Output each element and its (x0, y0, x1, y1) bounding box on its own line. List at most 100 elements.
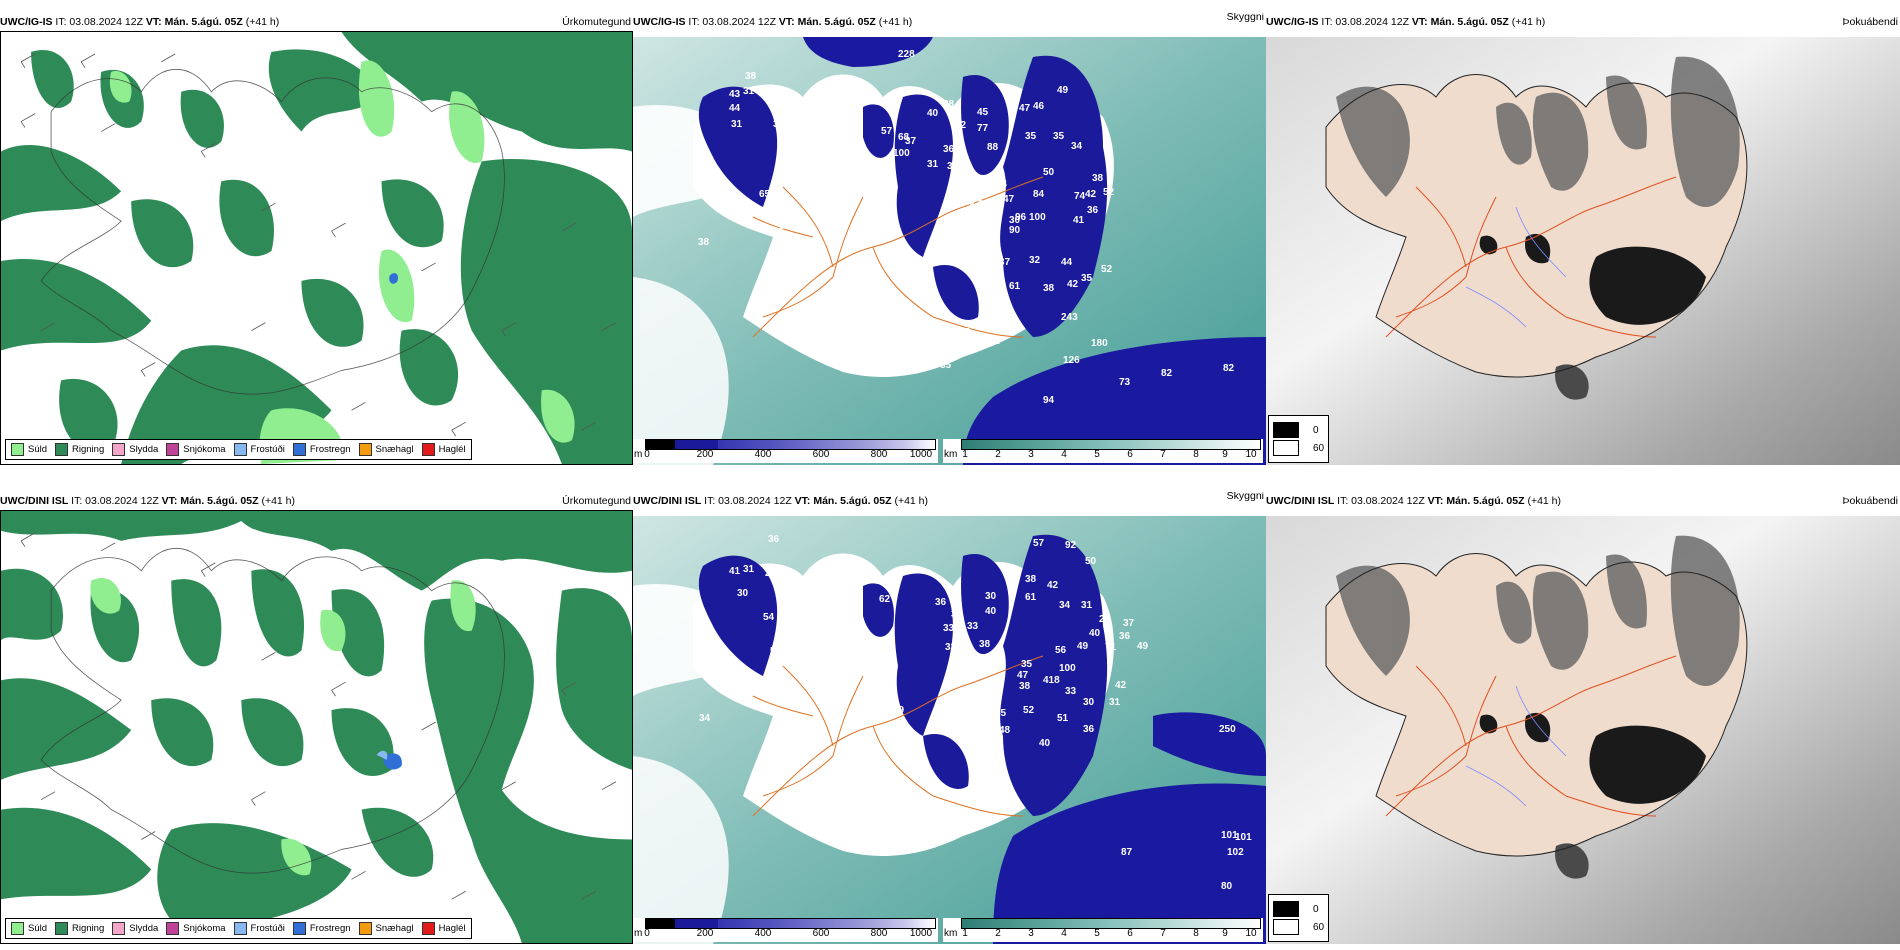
model-name: UWC/IG-IS (633, 16, 686, 28)
vis-label: 28 (1099, 614, 1111, 625)
fog-legend-item: 0 (1273, 901, 1324, 917)
legend-item-rigning: Rigning (55, 922, 104, 935)
visibility-tick: 8 (1193, 928, 1199, 939)
vis-label: 180 (1091, 338, 1108, 349)
vis-label: 30 (985, 591, 997, 602)
cloud-map[interactable]: 36 41 31 25 30 33 54 44 49 52 62 36 36 3… (633, 516, 1266, 944)
fog-legend-item: 60 (1273, 919, 1324, 935)
visibility-tick: 10 (1245, 449, 1257, 460)
vis-label: 50 (1043, 167, 1055, 178)
vis-label: 33 (801, 591, 813, 602)
fog-map[interactable]: 0 60 (1266, 37, 1900, 465)
vis-label: 78 (861, 239, 873, 250)
vis-label: 32 (978, 199, 990, 210)
ceiling-tick: 400 (754, 449, 772, 460)
vis-label: 47 (1003, 194, 1015, 205)
legend-item-slydda: Slydda (112, 443, 158, 456)
vis-label: 38 (1019, 681, 1031, 692)
visibility-tick: 1 (962, 449, 968, 460)
vis-label: 48 (775, 166, 787, 177)
vis-label: 126 (1063, 355, 1080, 366)
precip-map[interactable]: Súld Rigning Slydda Snjókoma Frostúði Fr… (0, 510, 633, 944)
init-time: IT: 03.08.2024 12Z (688, 16, 776, 28)
ceiling-scale: m 0 200 400 600 800 1000 (633, 918, 938, 942)
ceiling-tick: 800 (870, 449, 888, 460)
cloud-map[interactable]: 38 43 31 25 44 31 32 228 57 68 100 37 40… (633, 37, 1266, 465)
ceiling-tick: 200 (696, 449, 714, 460)
vis-label: 46 (963, 197, 975, 208)
visibility-tick: 5 (1094, 449, 1100, 460)
vis-label: 51 (1057, 713, 1069, 724)
vis-label: 38 (1043, 283, 1055, 294)
vis-label: 36 (768, 534, 780, 545)
vis-label: 33 (967, 621, 979, 632)
vis-label: 37 (989, 216, 1001, 227)
vis-label: 42 (905, 823, 917, 834)
vis-label: 52 (1101, 264, 1113, 275)
vis-label: 62 (879, 594, 891, 605)
field-label: Úrkomutegund (562, 16, 631, 28)
valid-time: Mán. 5.ágú. 05Z (797, 16, 876, 28)
fog-legend-item: 60 (1273, 440, 1324, 456)
fog-legend: 0 60 (1268, 894, 1330, 942)
vis-label: 35 (1025, 131, 1037, 142)
legend-item-frostregn: Frostregn (292, 922, 351, 935)
vis-label: 55 (995, 708, 1007, 719)
vis-label: 41 (729, 566, 741, 577)
vis-label: 96 (1015, 212, 1027, 223)
vis-label: 29 (929, 830, 941, 841)
fog-map[interactable]: 0 60 (1266, 516, 1900, 944)
panel-header: UWC/DINI ISL IT: 03.08.2024 12Z VT: Mán.… (1266, 492, 1900, 510)
vis-label: 36 (1087, 205, 1099, 216)
vis-label: 36 (935, 597, 947, 608)
vis-label: 53 (983, 247, 995, 258)
vis-label: 84 (1033, 189, 1045, 200)
panel-header: UWC/IG-IS IT: 03.08.2024 12Z VT: Mán. 5.… (1266, 13, 1900, 31)
valid-label: VT: (145, 16, 162, 28)
precip-legend: Súld Rigning Slydda Snjókoma Frostúði Fr… (5, 918, 472, 939)
vis-label: 38 (963, 172, 975, 183)
ceiling-tick: 1000 (909, 449, 933, 460)
vis-label: 61 (1009, 281, 1021, 292)
vis-label: 54 (775, 179, 787, 190)
vis-label: 101 (1221, 830, 1238, 841)
legend-item-frostudi: Frostúði (233, 922, 285, 935)
vis-label: 36 (951, 609, 963, 620)
visibility-unit: km (944, 449, 958, 460)
vis-label: 90 (1009, 225, 1021, 236)
visibility-scale: km 1 2 3 4 5 6 7 8 9 10 (943, 918, 1263, 942)
vis-label: 43 (729, 89, 741, 100)
init-time: IT: 03.08.2024 12Z (704, 495, 792, 507)
field-label: Skyggni (1226, 492, 1264, 502)
precip-map[interactable]: Súld Rigning Slydda Snjókoma Frostúði Fr… (0, 31, 633, 465)
vis-label: 37 (905, 136, 917, 147)
legend-item-frostudi: Frostúði (233, 443, 285, 456)
vis-label: 43 (905, 840, 917, 851)
vis-label: 82 (1161, 368, 1173, 379)
vis-label: 38 (745, 71, 757, 82)
vis-label: 36 (943, 144, 955, 155)
vis-label: 49 (1077, 641, 1089, 652)
precip-panel-bottom: UWC/DINI ISL IT: 03.08.2024 12Z VT: Mán.… (0, 492, 633, 944)
vis-label: 49 (1137, 641, 1149, 652)
vis-label: 35 (940, 360, 952, 371)
vis-label: 42 (1085, 189, 1097, 200)
vis-label: 100 (1059, 663, 1076, 674)
ceiling-tick: 200 (696, 928, 714, 939)
vis-label: 49 (1057, 85, 1069, 96)
vis-label: 40 (1089, 628, 1101, 639)
init-time: IT: 03.08.2024 12Z (55, 16, 143, 28)
panel-header: UWC/IG-IS IT: 03.08.2024 12Z VT: Mán. 5.… (633, 13, 1266, 31)
ceiling-tick: 400 (754, 928, 772, 939)
vis-label: 100 (1029, 212, 1046, 223)
vis-label: 243 (1061, 312, 1078, 323)
ceiling-unit: m (634, 449, 643, 460)
vis-label: 57 (1033, 538, 1045, 549)
vis-label: 40 (927, 108, 939, 119)
vis-label: 37 (999, 257, 1011, 268)
vis-label: 48 (999, 725, 1011, 736)
visibility-labels: 38 43 31 25 44 31 32 228 57 68 100 37 40… (698, 49, 1235, 406)
legend-item-rigning: Rigning (55, 443, 104, 456)
vis-label: 72 (911, 352, 923, 363)
vis-label: 61 (1025, 592, 1037, 603)
